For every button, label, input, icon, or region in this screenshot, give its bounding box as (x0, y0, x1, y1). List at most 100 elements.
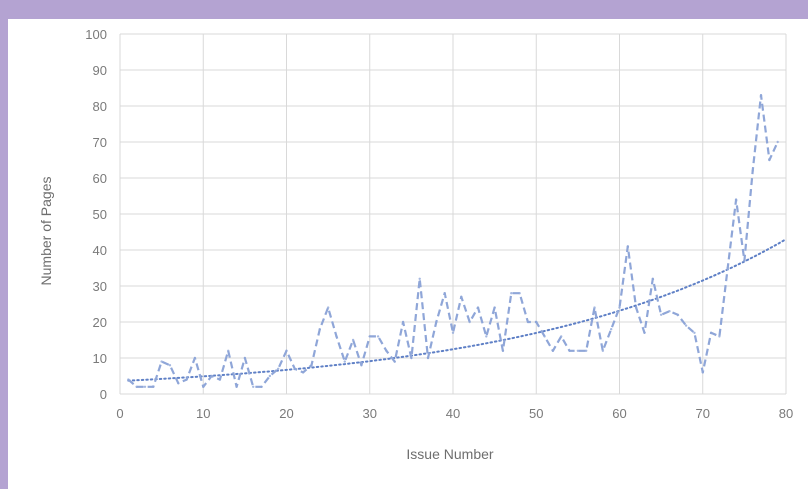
data-point (768, 158, 771, 162)
data-point (451, 331, 455, 334)
data-point (493, 306, 496, 309)
data-point (160, 360, 163, 363)
data-point (385, 349, 388, 352)
data-point (668, 310, 671, 313)
data-point (609, 328, 613, 331)
x-tick-label: 50 (529, 406, 543, 421)
y-axis-title: Number of Pages (38, 177, 54, 286)
data-point (252, 385, 255, 388)
x-tick-label: 70 (696, 406, 710, 421)
data-point (526, 320, 530, 324)
data-point (618, 306, 621, 309)
data-point (659, 313, 663, 316)
data-point (210, 374, 213, 378)
data-point (626, 245, 630, 248)
y-tick-label: 50 (93, 207, 107, 222)
data-point (709, 331, 713, 334)
data-point (426, 356, 430, 360)
data-point (776, 140, 779, 144)
data-point (218, 378, 222, 381)
data-point (410, 356, 413, 360)
data-point (393, 360, 396, 363)
x-tick-label: 40 (446, 406, 460, 421)
data-point (310, 364, 313, 367)
data-point (651, 277, 654, 280)
data-point (301, 371, 305, 374)
y-tick-label: 60 (93, 171, 107, 186)
data-point (351, 338, 355, 342)
data-point (368, 335, 371, 338)
data-point (435, 320, 438, 324)
data-point (268, 374, 272, 378)
data-point (759, 94, 763, 97)
data-point (168, 364, 172, 367)
data-point (576, 349, 580, 352)
data-point (485, 335, 488, 338)
y-tick-label: 70 (93, 135, 107, 150)
y-tick-label: 10 (93, 351, 107, 366)
data-point (376, 335, 380, 338)
data-point (734, 198, 738, 201)
y-tick-label: 40 (93, 243, 107, 258)
data-point (718, 335, 721, 338)
gridlines (119, 33, 787, 395)
data-point (634, 306, 638, 309)
data-point (751, 169, 754, 172)
data-point (285, 349, 288, 352)
data-point (335, 335, 338, 338)
data-point (326, 306, 330, 309)
data-point (318, 328, 321, 331)
x-tick-label: 30 (363, 406, 377, 421)
data-point (343, 360, 346, 363)
data-point (360, 364, 363, 367)
data-point (701, 371, 704, 374)
data-point (443, 292, 446, 295)
chart-area: 0 10 20 30 40 50 60 70 80 90 100 0 10 20 30 40 50 60 70 80 … (8, 19, 808, 489)
x-tick-label: 20 (279, 406, 293, 421)
series-layer (127, 94, 787, 388)
data-point (260, 385, 263, 388)
trendline (127, 238, 787, 382)
data-point (227, 349, 230, 352)
tick-labels: 0 10 20 30 40 50 60 70 80 90 100 0 10 20 30 40 50 60 70 80 (85, 27, 793, 421)
y-tick-label: 100 (85, 27, 107, 42)
data-point (585, 349, 588, 352)
data-point (152, 385, 155, 388)
data-point (276, 367, 280, 370)
data-point (460, 295, 463, 298)
data-point (551, 349, 555, 352)
y-tick-label: 80 (93, 99, 107, 114)
data-point (243, 356, 247, 360)
x-tick-label: 60 (612, 406, 626, 421)
data-point (476, 306, 480, 309)
y-tick-label: 30 (93, 279, 107, 294)
data-point (401, 320, 405, 324)
y-tick-label: 0 (100, 387, 107, 402)
data-point (643, 331, 646, 334)
data-point (518, 292, 521, 295)
x-tick-label: 10 (196, 406, 210, 421)
data-point (177, 382, 180, 385)
data-point (726, 266, 729, 270)
data-point (135, 385, 138, 388)
x-axis-title: Issue Number (406, 446, 493, 462)
data-point (418, 277, 421, 280)
data-point (510, 292, 513, 295)
data-point (143, 385, 147, 388)
data-point (743, 259, 746, 262)
data-point (684, 324, 688, 327)
x-tick-label: 80 (779, 406, 793, 421)
data-point (535, 320, 538, 324)
y-tick-label: 90 (93, 63, 107, 78)
data-point (293, 367, 297, 370)
x-tick-label: 0 (116, 406, 123, 421)
data-point (501, 349, 505, 352)
data-point (468, 320, 471, 324)
y-tick-label: 20 (93, 315, 107, 330)
data-point (693, 331, 696, 334)
data-point (193, 356, 197, 360)
data-point (593, 306, 596, 309)
data-point (676, 313, 679, 316)
